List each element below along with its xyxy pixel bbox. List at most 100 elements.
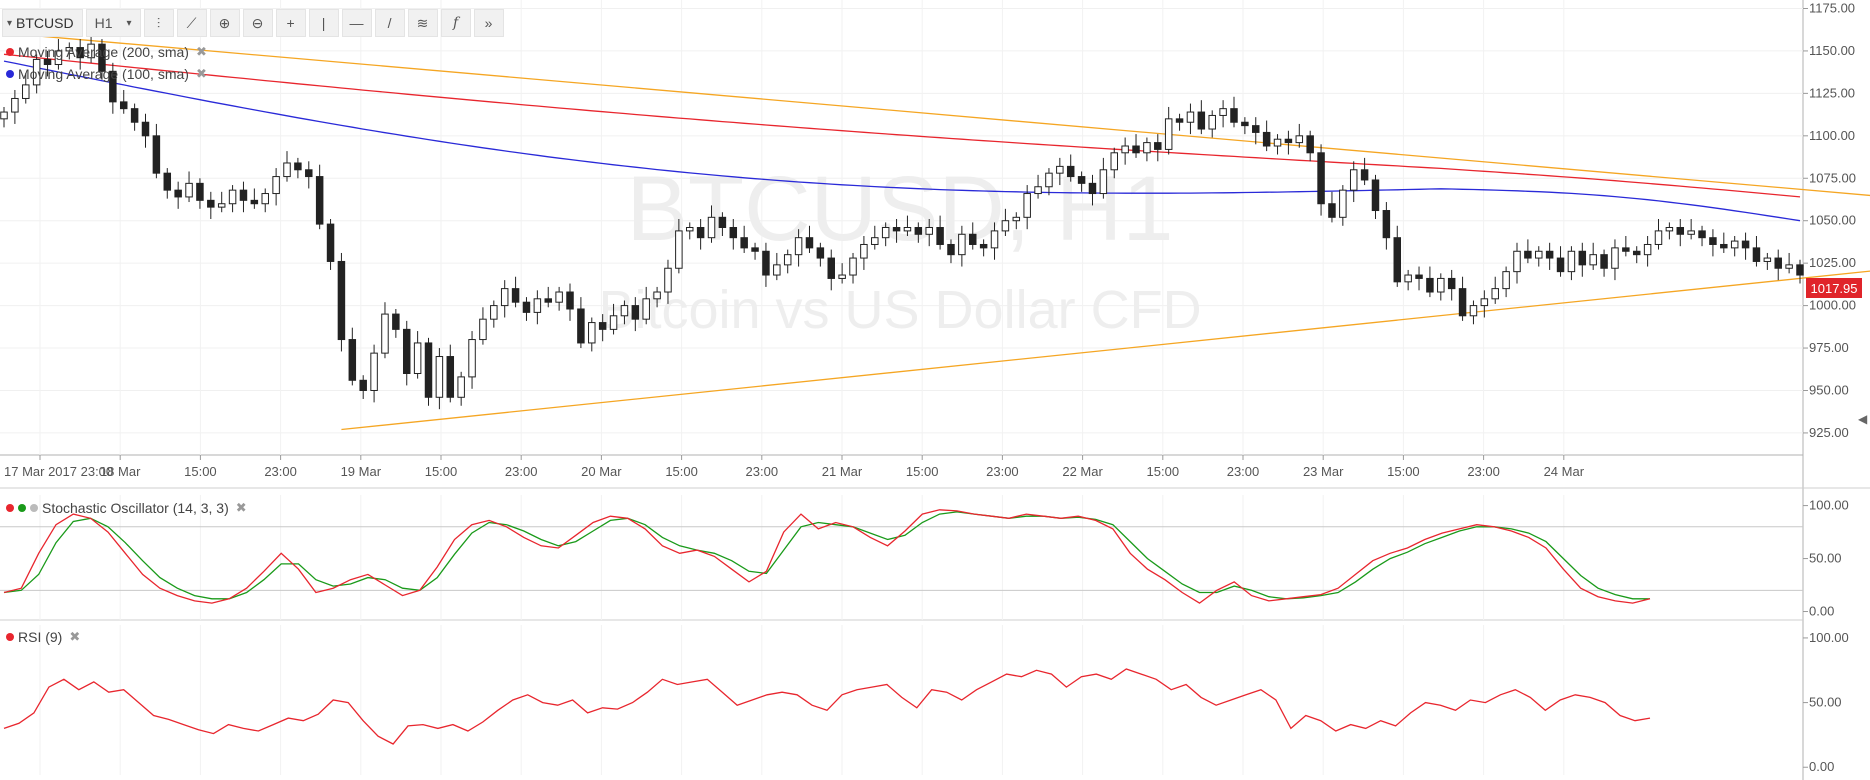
candle-body: [348, 339, 357, 381]
candle: [22, 73, 30, 104]
close-icon[interactable]: ✖: [235, 500, 247, 515]
candle: [620, 300, 629, 325]
y-tick-label: 1025.00: [1809, 255, 1856, 270]
zoom-in-button[interactable]: ⊕: [209, 9, 240, 37]
candle-body: [1578, 250, 1587, 266]
candle: [1676, 219, 1685, 247]
collapse-panel-icon[interactable]: ◀: [1858, 412, 1868, 426]
candle-body: [1034, 186, 1042, 195]
candle: [1360, 157, 1369, 186]
candle: [729, 219, 738, 250]
x-tick-label: 23:00: [264, 464, 297, 479]
candle: [881, 222, 890, 247]
candle: [1154, 134, 1162, 162]
candle: [914, 222, 923, 243]
candle-body: [500, 288, 509, 307]
candle-body: [555, 291, 563, 303]
y-tick-label: 1075.00: [1809, 170, 1856, 185]
trend-line-button[interactable]: /: [374, 9, 405, 37]
interval-selector[interactable]: H1 ▾: [85, 9, 141, 37]
candle-body: [685, 227, 694, 232]
candle-body: [1186, 111, 1195, 123]
candle-body: [1023, 193, 1031, 218]
vertical-line-button[interactable]: |: [308, 9, 339, 37]
candle-body: [207, 199, 215, 208]
crosshair-icon: +: [286, 15, 295, 31]
candle-body: [261, 193, 269, 205]
bar-style-button[interactable]: ⫶: [143, 9, 174, 37]
candle-body: [11, 97, 19, 113]
zoom-out-button[interactable]: ⊖: [242, 9, 273, 37]
stoch-k-dot-icon: [6, 504, 14, 512]
horizontal-line-button[interactable]: —: [341, 9, 372, 37]
close-icon[interactable]: ✖: [195, 44, 207, 59]
candle-body: [1056, 165, 1064, 174]
crosshair-button[interactable]: +: [275, 9, 306, 37]
y-tick-label: 100.00: [1809, 630, 1849, 645]
y-tick-label: 1125.00: [1809, 85, 1855, 100]
candle: [1056, 157, 1064, 186]
candle-body: [849, 257, 857, 276]
fib-tool-button[interactable]: ≋: [407, 9, 438, 37]
x-tick-label: 15:00: [1147, 464, 1180, 479]
y-tick-label: 1100.00: [1809, 128, 1855, 143]
candle-body: [871, 237, 879, 245]
candle-body: [1077, 176, 1086, 184]
candle-body: [729, 227, 738, 239]
candle: [838, 263, 846, 284]
function-button[interactable]: f: [440, 9, 471, 37]
candle: [936, 215, 944, 250]
candle: [805, 225, 814, 253]
candle-body: [283, 162, 291, 178]
horizontal-line-icon: —: [349, 15, 364, 31]
candle: [261, 188, 269, 213]
more-button[interactable]: »: [473, 9, 504, 37]
candle-body: [65, 47, 74, 52]
symbol-selector[interactable]: ▾ BTCUSD: [2, 9, 83, 37]
x-tick-label: 21 Mar: [822, 464, 863, 479]
indicators-button[interactable]: ⟋: [176, 9, 207, 37]
watermark-symbol: BTCUSD, H1: [627, 158, 1174, 260]
close-icon[interactable]: ✖: [195, 66, 207, 81]
chevron-down-icon: ▾: [126, 17, 132, 29]
candle: [1045, 168, 1053, 196]
candle-body: [1295, 135, 1304, 144]
candle-body: [1284, 138, 1293, 144]
candle: [43, 50, 52, 77]
legend-stochastic: Stochastic Oscillator (14, 3, 3) ✖: [6, 500, 247, 516]
candle-body: [1469, 305, 1478, 317]
candle: [555, 286, 563, 311]
x-tick-label: 15:00: [1387, 464, 1420, 479]
candle-body: [1752, 247, 1761, 262]
y-tick-label: 0.00: [1809, 759, 1834, 774]
candle: [1469, 300, 1478, 325]
candle: [1752, 235, 1761, 267]
x-tick-label: 23:00: [986, 464, 1019, 479]
x-tick-label: 17 Mar 2017 23:00: [4, 464, 113, 479]
candle: [598, 314, 607, 342]
candle-body: [1001, 220, 1010, 232]
candle-body: [979, 243, 988, 249]
candle: [990, 222, 999, 260]
candle: [413, 331, 422, 379]
candle-body: [1796, 264, 1804, 276]
candle: [1535, 246, 1543, 267]
candle: [1556, 246, 1565, 277]
candle: [1382, 202, 1391, 250]
candle: [1208, 110, 1216, 138]
candle: [424, 337, 433, 406]
candle-body: [1622, 247, 1630, 252]
candle: [337, 252, 346, 352]
candle: [1393, 225, 1402, 287]
candle: [272, 168, 280, 206]
candle-body: [1589, 254, 1597, 266]
candle-body: [588, 322, 596, 344]
candle: [1121, 137, 1129, 165]
candle-body: [1164, 118, 1173, 150]
candle-body: [32, 58, 41, 86]
candle: [65, 42, 74, 60]
y-tick-label: 975.00: [1809, 340, 1849, 355]
candle: [1284, 130, 1293, 155]
close-icon[interactable]: ✖: [69, 629, 81, 644]
